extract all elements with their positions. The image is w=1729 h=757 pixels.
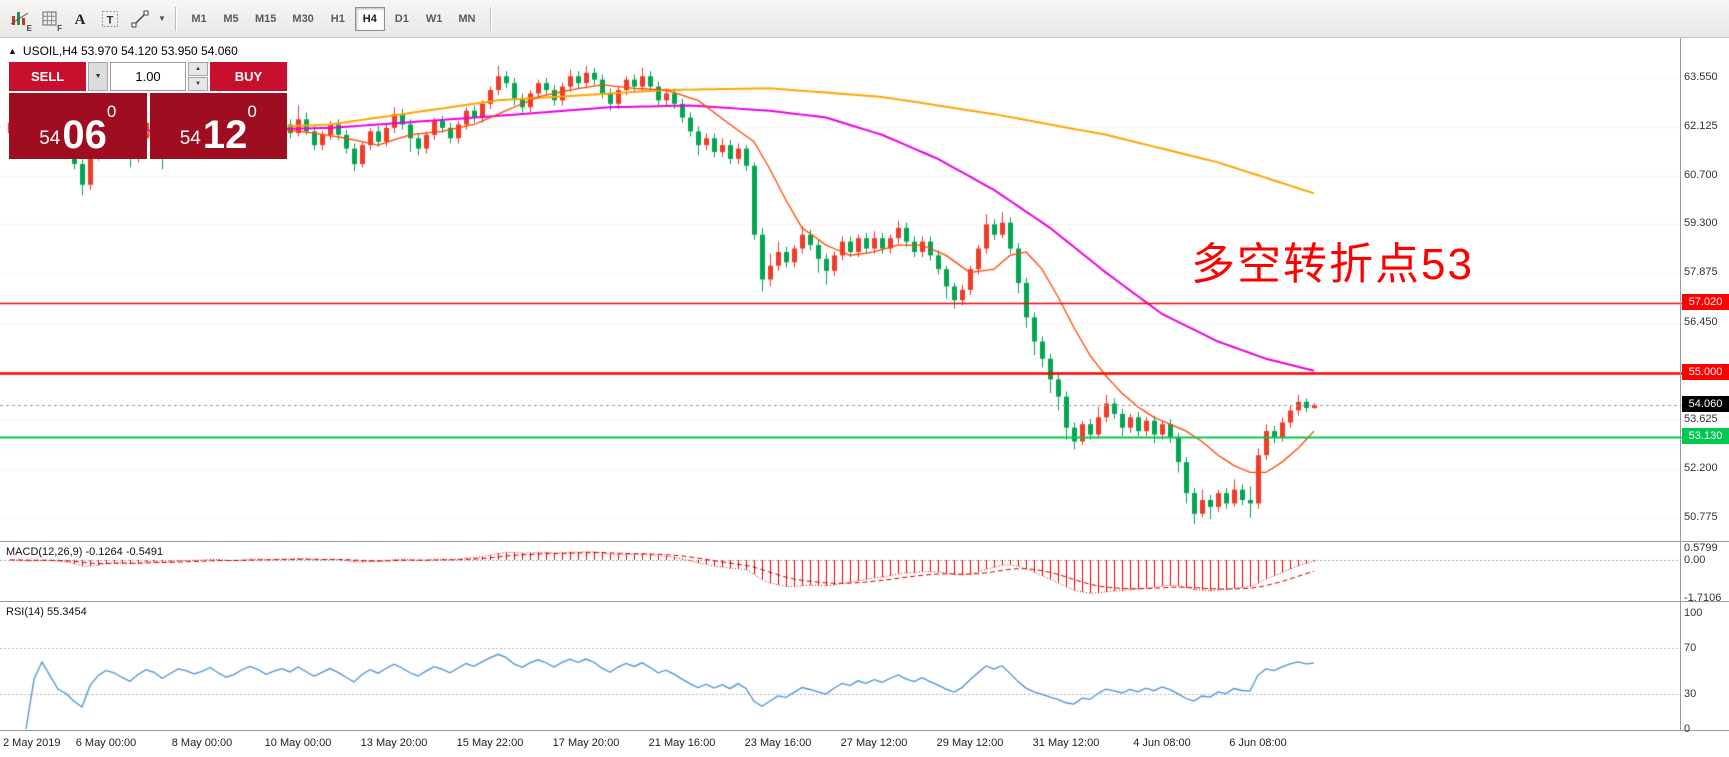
sell-price-big-digits: 06: [62, 113, 107, 157]
timeframe-button-m15[interactable]: M15: [255, 12, 277, 25]
toolbar-icon-group: E F A T ▼: [6, 5, 168, 33]
sell-price-panel[interactable]: 54 06 0: [9, 93, 147, 159]
text-label-icon[interactable]: A: [66, 5, 94, 33]
time-axis-label: 27 May 12:00: [840, 737, 908, 749]
sell-button[interactable]: SELL: [9, 62, 87, 91]
macd-panel: MACD(12,26,9) -0.1264 -0.5491 0.5799 0.00…: [0, 541, 1729, 604]
toolbar-separator: [490, 6, 492, 31]
timeframe-button-h4[interactable]: H4: [354, 6, 385, 31]
timeframe-button-mn[interactable]: MN: [458, 12, 476, 25]
macd-axis-label: -1.7106: [1684, 592, 1722, 604]
time-axis-label: 8 May 00:00: [171, 737, 233, 749]
svg-text:A: A: [75, 12, 86, 28]
buy-price-pip-digit: 0: [247, 102, 257, 121]
macd-axis-label: 0.00: [1684, 553, 1706, 566]
buy-price-big-digits: 12: [202, 113, 248, 157]
textbox-icon[interactable]: T: [96, 5, 124, 33]
time-axis-label: 21 May 16:00: [648, 737, 716, 749]
time-axis-label: 6 Jun 08:00: [1229, 737, 1287, 749]
time-axis-label: 4 Jun 08:00: [1133, 737, 1191, 749]
macd-label: MACD(12,26,9) -0.1264 -0.5491: [6, 546, 164, 558]
sell-price-pip-digit: 0: [106, 102, 117, 121]
macd-axis-label: 0.5799: [1684, 542, 1718, 554]
buy-price-panel[interactable]: 54 12 0: [149, 93, 287, 159]
shapes-icon[interactable]: [126, 5, 154, 33]
chart-annotation[interactable]: 多空转折点53: [1191, 240, 1474, 289]
buy-price-whole: 54: [179, 128, 201, 149]
rsi-axis-label: 70: [1684, 641, 1697, 654]
timeframe-button-h1[interactable]: H1: [330, 12, 345, 25]
sell-price-whole: 54: [39, 128, 61, 149]
buy-button[interactable]: BUY: [209, 62, 288, 91]
time-axis-label: 10 May 00:00: [264, 737, 332, 749]
price-axis-separator: [1680, 38, 1681, 730]
time-axis-label: 2 May 2019: [3, 737, 61, 749]
rsi-panel: RSI(14) 55.3454 100 70 30 0: [0, 601, 1729, 735]
symbol-info: ▲ USOIL,H4 53.970 54.120 53.950 54.060: [8, 44, 238, 58]
timeframe-button-d1[interactable]: D1: [394, 12, 409, 25]
rsi-canvas[interactable]: [0, 603, 1729, 731]
time-axis[interactable]: 2 May 2019 6 May 00:00 8 May 00:00 10 May 0…: [0, 730, 1729, 757]
rsi-axis-label: 100: [1684, 607, 1703, 619]
timeframe-button-m5[interactable]: M5: [223, 12, 239, 25]
time-axis-label: 6 May 00:00: [75, 737, 137, 749]
toolbar: E F A T ▼ M1 M5 M15 M30 H1 H4 D1 W1 MN: [0, 0, 1729, 38]
time-axis-label: 23 May 16:00: [744, 737, 812, 749]
volume-dropdown-button[interactable]: ▼: [88, 62, 109, 91]
timeframe-button-m30[interactable]: M30: [292, 12, 314, 25]
timeframe-group: M1 M5 M15 M30 H1 H4 D1 W1 MN: [183, 6, 483, 31]
candlestick-chart-canvas[interactable]: [0, 38, 1729, 541]
volume-input[interactable]: [110, 62, 187, 91]
rsi-label: RSI(14) 55.3454: [6, 606, 87, 618]
indicators-icon[interactable]: E: [6, 5, 34, 33]
time-axis-label: 13 May 20:00: [360, 737, 428, 749]
volume-decrease-button[interactable]: ▼: [188, 77, 208, 91]
main-chart-panel: ▲ USOIL,H4 53.970 54.120 53.950 54.060 S…: [0, 38, 1729, 541]
time-axis-label: 17 May 20:00: [552, 737, 620, 749]
time-axis-label: 15 May 22:00: [456, 737, 524, 749]
grid-icon[interactable]: F: [36, 5, 64, 33]
rsi-axis-label: 0: [1684, 723, 1691, 735]
timeframe-button-w1[interactable]: W1: [425, 12, 443, 25]
volume-stepper: ▲ ▼: [188, 62, 208, 91]
shapes-dropdown-icon[interactable]: ▼: [158, 14, 166, 23]
volume-increase-button[interactable]: ▲: [188, 62, 208, 76]
toolbar-separator: [175, 6, 176, 31]
rsi-axis-label: 30: [1684, 688, 1697, 701]
macd-canvas[interactable]: [0, 543, 1729, 602]
time-axis-label: 31 May 12:00: [1032, 737, 1100, 749]
timeframe-button-m1[interactable]: M1: [191, 12, 207, 25]
time-axis-label: 29 May 12:00: [936, 737, 1004, 749]
svg-text:T: T: [107, 14, 114, 26]
trade-panel-toggle-icon[interactable]: ▲: [8, 46, 17, 56]
symbol-ohlc-text: USOIL,H4 53.970 54.120 53.950 54.060: [22, 44, 238, 58]
chevron-down-icon: ▼: [94, 73, 102, 80]
